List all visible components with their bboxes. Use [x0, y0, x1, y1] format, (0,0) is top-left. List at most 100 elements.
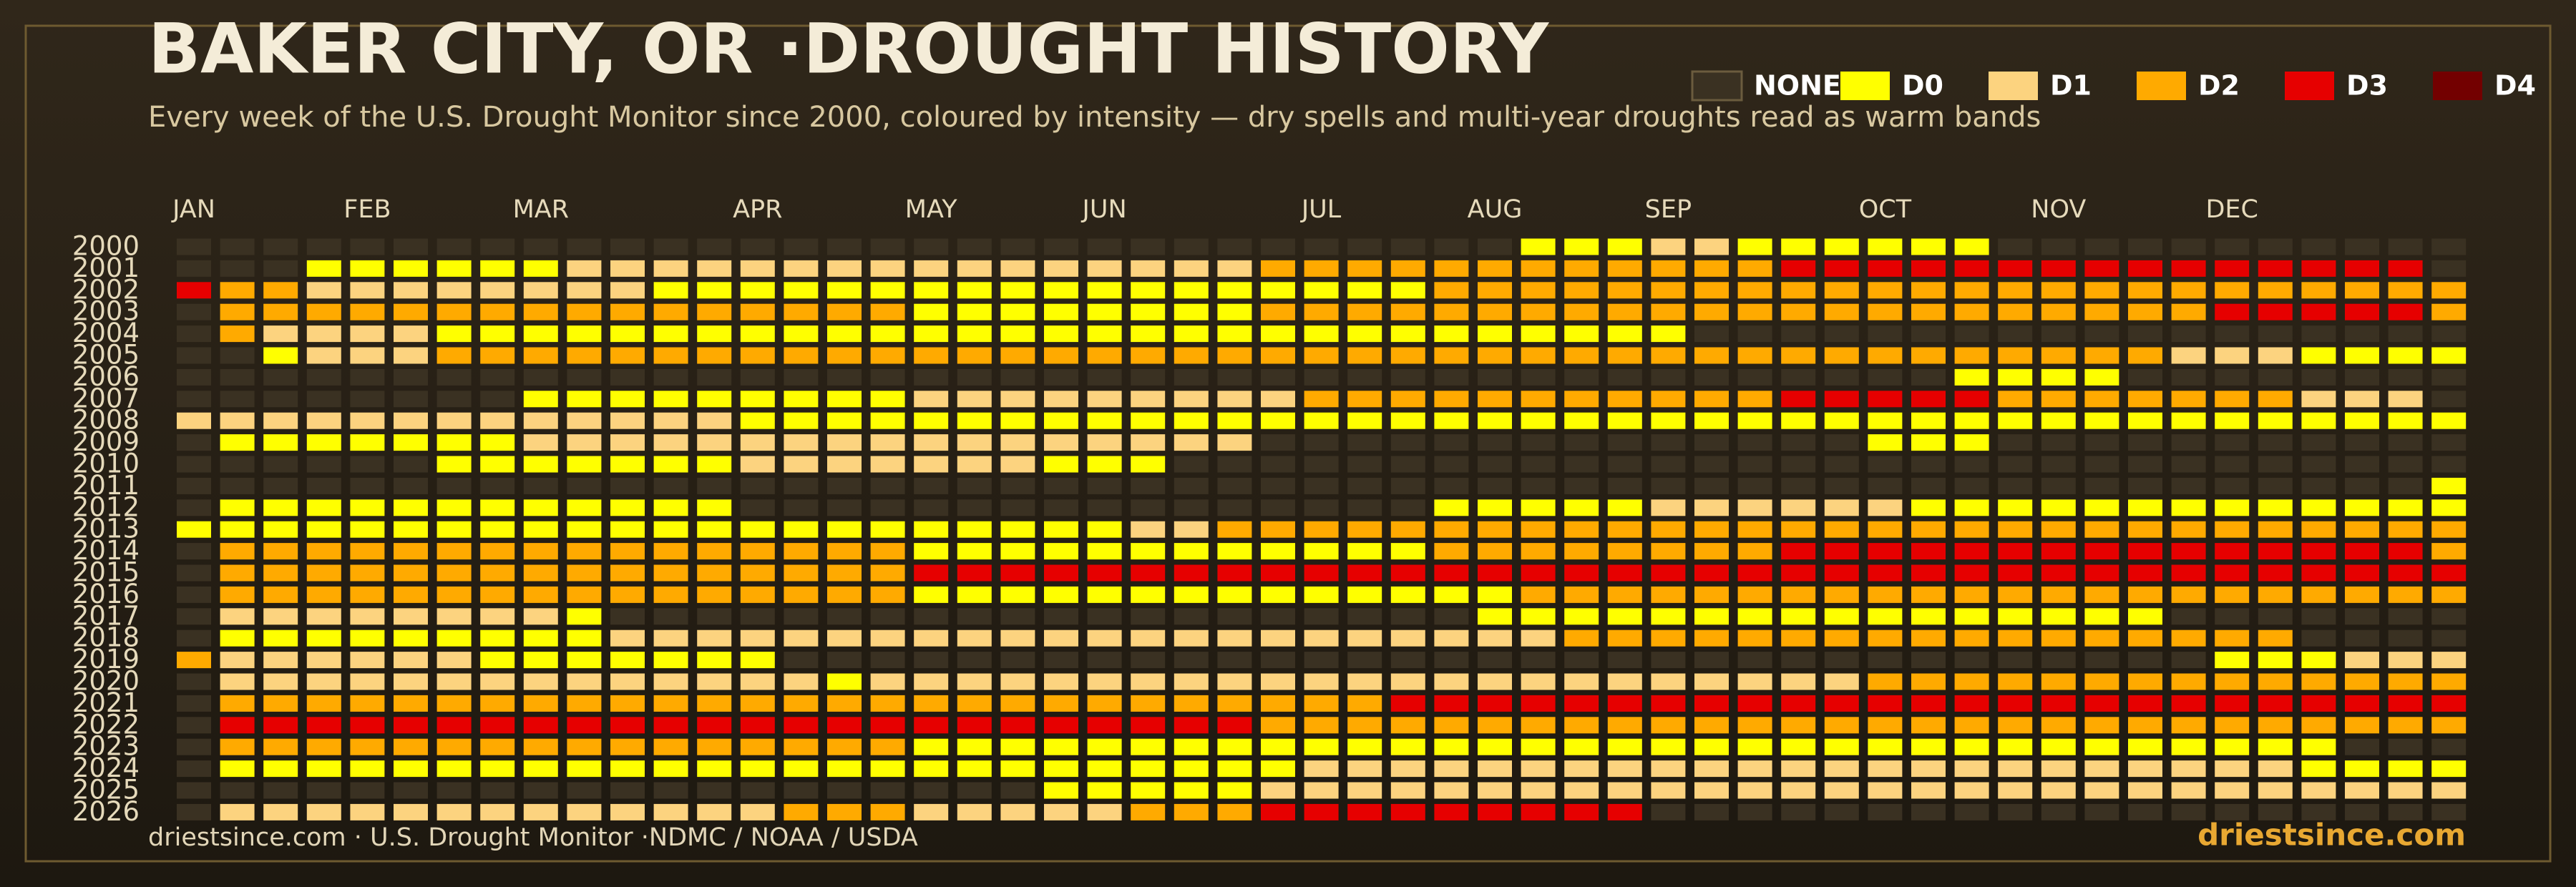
heat-cell	[1174, 608, 1209, 625]
heat-cell	[784, 434, 819, 451]
heat-cell	[1824, 238, 1859, 255]
heat-cell	[1044, 695, 1078, 712]
heat-cell	[350, 260, 385, 277]
heat-cell	[2388, 391, 2423, 408]
heat-cell	[1954, 652, 1989, 669]
heat-cell	[2041, 738, 2076, 755]
heat-cell	[2041, 238, 2076, 255]
heat-cell	[1304, 695, 1339, 712]
heat-cell	[2128, 652, 2162, 669]
heat-cell	[1261, 282, 1295, 299]
heat-cell	[1000, 586, 1035, 603]
heat-cell	[2171, 629, 2206, 647]
heat-cell	[2431, 260, 2467, 277]
heat-cell	[2215, 238, 2250, 255]
heat-cell	[177, 717, 211, 734]
heat-cell	[2128, 282, 2162, 299]
heat-cell	[350, 412, 385, 429]
heat-cell	[653, 586, 688, 603]
heat-cell	[2431, 738, 2467, 755]
heat-cell	[653, 499, 688, 516]
heat-cell	[2258, 412, 2293, 429]
heat-cell	[870, 695, 905, 712]
heat-cell	[653, 282, 688, 299]
heat-cell	[220, 434, 255, 451]
heat-cell	[1174, 282, 1209, 299]
heat-cell	[870, 760, 905, 778]
heat-cell	[436, 521, 472, 538]
heat-cell	[1347, 368, 1382, 386]
heat-cell	[263, 260, 298, 277]
heat-cell	[1174, 717, 1209, 734]
heat-cell	[1261, 412, 1295, 429]
heat-cell	[220, 477, 255, 494]
heat-cell	[2258, 456, 2293, 473]
heat-cell	[2215, 695, 2250, 712]
heat-cell	[1217, 347, 1252, 364]
heat-cell	[177, 803, 211, 820]
heat-cell	[957, 368, 992, 386]
heat-cell	[1998, 434, 2033, 451]
heat-cell	[870, 282, 905, 299]
heat-cell	[306, 499, 341, 516]
heat-cell	[220, 238, 255, 255]
heat-cell	[220, 391, 255, 408]
heat-cell	[1390, 282, 1425, 299]
heat-cell	[1521, 586, 1556, 603]
heat-cell	[436, 260, 472, 277]
heat-cell	[2041, 412, 2076, 429]
heat-cell	[523, 347, 558, 364]
heat-cell	[1781, 695, 1816, 712]
heat-cell	[436, 368, 472, 386]
heat-cell	[2084, 499, 2119, 516]
heat-cell	[1868, 325, 1903, 343]
heat-cell	[2345, 586, 2379, 603]
heat-cell	[2431, 521, 2467, 538]
heat-cell	[2128, 238, 2162, 255]
heat-cell	[350, 652, 385, 669]
heat-cell	[2345, 608, 2379, 625]
heat-cell	[1607, 477, 1642, 494]
heat-cell	[436, 738, 472, 755]
heat-cell	[1694, 738, 1729, 755]
heat-cell	[1998, 652, 2033, 669]
heat-cell	[957, 477, 992, 494]
heat-cell	[1434, 434, 1469, 451]
heat-cell	[2041, 760, 2076, 778]
heat-cell	[784, 499, 819, 516]
heat-cell	[870, 347, 905, 364]
heat-cell	[1607, 499, 1642, 516]
heat-cell	[610, 456, 645, 473]
heat-cell	[1304, 586, 1339, 603]
heat-cell	[957, 499, 992, 516]
heat-cell	[827, 325, 862, 343]
heat-cell	[610, 586, 645, 603]
heat-cell	[1087, 673, 1122, 690]
heat-cell	[1781, 368, 1816, 386]
heat-cell	[1607, 543, 1642, 560]
heat-cell	[653, 543, 688, 560]
heat-cell	[914, 652, 949, 669]
heat-cell	[740, 325, 775, 343]
heat-cell	[1694, 303, 1729, 320]
heat-cell	[306, 521, 341, 538]
heat-cell	[1781, 543, 1816, 560]
heat-cell	[523, 282, 558, 299]
heat-cell	[1911, 325, 1946, 343]
heat-cell	[1131, 652, 1166, 669]
heat-cell	[2128, 782, 2162, 799]
heat-cell	[350, 803, 385, 820]
heat-cell	[1651, 629, 1686, 647]
heat-cell	[1911, 803, 1946, 820]
heat-cell	[350, 282, 385, 299]
y-tick-label: 2026	[72, 796, 140, 827]
heat-cell	[697, 803, 732, 820]
heat-cell	[1174, 564, 1209, 582]
heat-cell	[2258, 303, 2293, 320]
heat-cell	[914, 499, 949, 516]
heat-cell	[2084, 347, 2119, 364]
heat-cell	[784, 412, 819, 429]
heat-cell	[1824, 629, 1859, 647]
heat-cell	[2171, 695, 2206, 712]
heat-cell	[1651, 564, 1686, 582]
